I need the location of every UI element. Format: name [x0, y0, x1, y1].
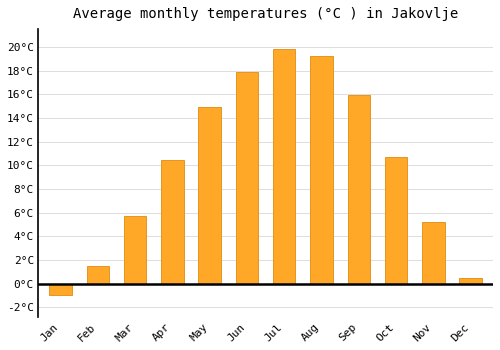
Bar: [86, 266, 109, 284]
Bar: [273, 49, 295, 284]
Bar: [161, 161, 184, 284]
Bar: [198, 107, 221, 284]
Bar: [460, 278, 482, 284]
Bar: [422, 222, 444, 284]
Bar: [385, 157, 407, 284]
Bar: [348, 95, 370, 284]
Bar: [310, 56, 332, 284]
Title: Average monthly temperatures (°C ) in Jakovlje: Average monthly temperatures (°C ) in Ja…: [73, 7, 458, 21]
Bar: [236, 72, 258, 284]
Bar: [124, 216, 146, 284]
Bar: [50, 284, 72, 295]
